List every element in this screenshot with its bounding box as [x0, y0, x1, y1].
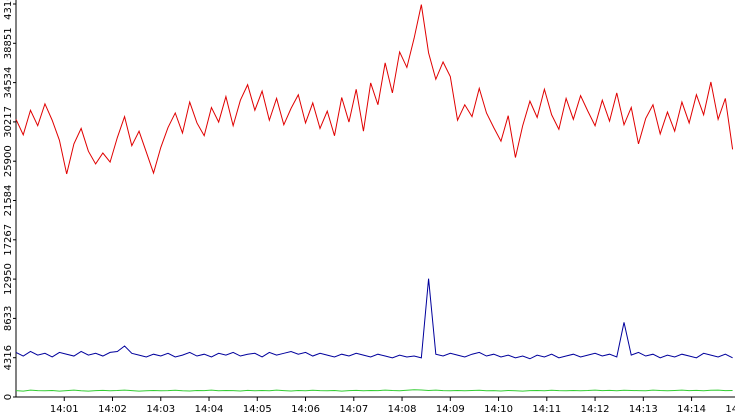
series-line: [15, 278, 733, 360]
x-tick-label: 14:03: [146, 404, 175, 415]
y-tick-label: 30217: [3, 106, 14, 138]
x-tick-label: 14:10: [484, 404, 513, 415]
y-tick-label: 43168: [3, 0, 14, 20]
y-tick-label: 0: [3, 394, 14, 400]
x-tick-label: 14:02: [98, 404, 127, 415]
y-tick-label: 17267: [3, 224, 14, 256]
series-line: [15, 389, 733, 392]
x-tick-label: 14:01: [50, 404, 79, 415]
x-tick-label: 14:07: [339, 404, 368, 415]
y-tick-label: 25900: [3, 145, 14, 177]
y-tick-label: 12950: [3, 263, 14, 295]
y-tick-label: 38851: [3, 27, 14, 59]
x-tick-label: 14:08: [388, 404, 417, 415]
y-tick-label: 21584: [3, 185, 14, 217]
series-line: [15, 4, 734, 175]
x-tick-label: 14:04: [195, 404, 224, 415]
x-tick-label: 14:12: [581, 404, 610, 415]
x-tick-label: 14:09: [436, 404, 465, 415]
x-tick-label: 14:11: [532, 404, 561, 415]
x-tick-label: 14:06: [291, 404, 320, 415]
x-tick-label: 14:13: [629, 404, 658, 415]
x-tick-label: 14:15: [725, 404, 735, 415]
y-tick-label: 34534: [3, 67, 14, 99]
y-tick-label: 8633: [3, 306, 14, 331]
x-tick-label: 14:05: [243, 404, 272, 415]
y-tick-label: 4316: [3, 345, 14, 370]
x-tick-label: 14:14: [677, 404, 706, 415]
